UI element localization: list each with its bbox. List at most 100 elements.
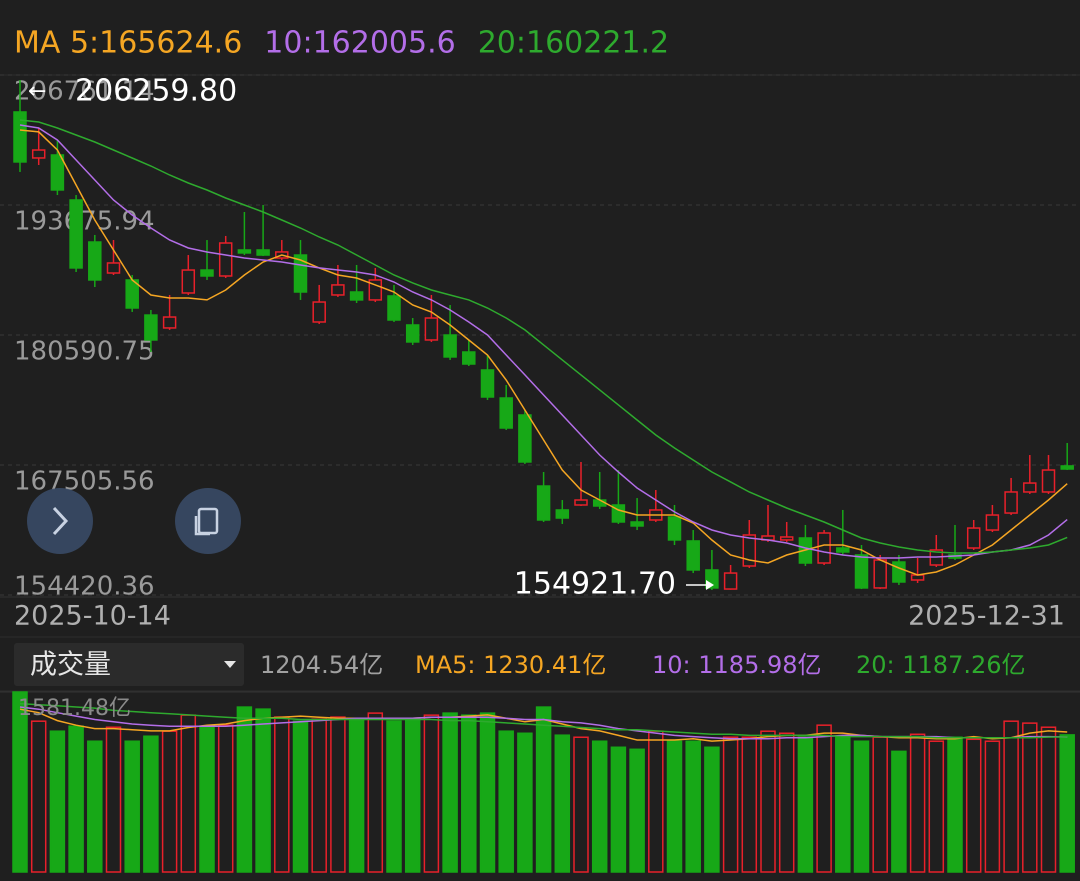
dropdown-label[interactable]: 成交量	[30, 650, 111, 681]
current-volume: 1204.54亿	[260, 651, 383, 679]
candle-body	[873, 559, 887, 589]
candle-body	[686, 540, 700, 571]
candle-body	[88, 241, 102, 281]
tool-icon[interactable]	[194, 516, 210, 536]
volume-bar	[872, 736, 888, 873]
expand-button[interactable]	[27, 488, 93, 554]
candle-body	[181, 269, 196, 294]
volume-bar	[816, 724, 832, 873]
volume-bar	[68, 725, 84, 873]
volume-bar	[479, 712, 496, 873]
volume-bar	[49, 730, 66, 873]
button-bg[interactable]	[175, 488, 241, 554]
volume-bar	[965, 738, 982, 873]
candle-body	[779, 536, 794, 541]
volume-bar	[797, 736, 814, 873]
legend-entry: 10: 1185.98亿	[652, 651, 822, 679]
legend-entry: 20:160221.2	[478, 26, 669, 61]
volume-bar	[498, 730, 514, 873]
candle-body	[106, 262, 121, 274]
volume-bar	[367, 712, 384, 873]
dropdown-box[interactable]	[14, 643, 244, 686]
volume-bar	[554, 734, 571, 873]
legend-entry: 10:162005.6	[264, 26, 455, 61]
volume-bar	[30, 720, 47, 873]
candle-body	[742, 534, 757, 567]
candle-body	[443, 334, 457, 358]
volume-bar	[199, 726, 215, 873]
candle-body	[387, 295, 401, 321]
candle-body	[555, 509, 570, 519]
volume-bar	[386, 720, 402, 873]
volume-panel: 1581.48亿	[0, 691, 1080, 873]
candle-body	[667, 516, 682, 541]
volume-bar	[1003, 720, 1019, 873]
candle-body	[69, 199, 83, 269]
volume-bar	[666, 740, 683, 873]
volume-bar	[778, 732, 795, 873]
volume-bar	[461, 714, 477, 873]
indicator-dropdown[interactable]: 成交量	[14, 643, 244, 686]
volume-bar	[161, 730, 178, 873]
ma-line	[19, 129, 1068, 576]
volume-bar	[591, 740, 608, 873]
button-bg[interactable]	[27, 488, 93, 554]
low-annotation: 154921.70	[514, 567, 676, 602]
dropdown-arrow[interactable]	[224, 661, 236, 668]
volume-bar	[928, 740, 945, 873]
volume-bar	[535, 706, 552, 873]
volume-bar	[236, 706, 253, 873]
x-tick-label: 2025-12-31	[908, 601, 1065, 632]
volume-bar	[909, 733, 926, 873]
candle-body	[424, 317, 439, 341]
volume-bar	[292, 720, 309, 873]
candle-body	[985, 514, 1000, 531]
volume-bar	[517, 732, 533, 873]
volume-bar	[629, 748, 645, 873]
candle-body	[31, 149, 46, 159]
candle-body	[1023, 482, 1037, 493]
volume-bar	[423, 714, 440, 873]
candle-body	[144, 314, 158, 341]
volume-bar	[853, 740, 870, 873]
volume-bar	[760, 730, 776, 873]
volume-bar	[217, 724, 234, 873]
candle-body	[368, 279, 383, 301]
high-annotation: 206259.80	[75, 74, 237, 109]
candle-body	[966, 527, 981, 549]
volume-bar	[1059, 734, 1075, 873]
candle-body	[892, 561, 906, 583]
candle-body	[13, 111, 27, 163]
candle-body	[910, 574, 925, 581]
candle-body	[162, 316, 177, 329]
volume-bar	[330, 716, 346, 873]
candle-body	[574, 499, 588, 506]
candle-body	[817, 532, 831, 564]
candle-body	[1004, 491, 1018, 514]
volume-bar	[610, 746, 627, 873]
candle-body	[854, 554, 869, 589]
chevron-icon[interactable]	[52, 506, 69, 536]
candle-body	[1060, 465, 1074, 470]
tool-button[interactable]	[175, 488, 241, 554]
y-tick-label: 167505.56	[14, 466, 155, 496]
volume-bar	[1040, 726, 1057, 873]
volume-bar	[404, 718, 421, 873]
candle-body	[237, 249, 252, 254]
volume-bar	[648, 730, 664, 873]
candle-body	[462, 351, 476, 365]
y-tick-label: 206761.14	[14, 77, 155, 107]
volume-bar	[87, 740, 103, 873]
volume-bar	[311, 718, 327, 873]
y-tick-label: 180590.75	[14, 337, 155, 367]
volume-bar	[685, 740, 701, 873]
volume-bar	[442, 712, 458, 873]
x-tick-label: 2025-10-14	[14, 601, 171, 632]
legend-entry: MA5: 1230.41亿	[415, 651, 606, 679]
candle-body	[349, 291, 364, 301]
candle-body	[331, 284, 345, 296]
volume-bar	[124, 740, 140, 873]
legend-entry: 20: 1187.26亿	[856, 651, 1026, 679]
candle-body	[312, 301, 326, 323]
